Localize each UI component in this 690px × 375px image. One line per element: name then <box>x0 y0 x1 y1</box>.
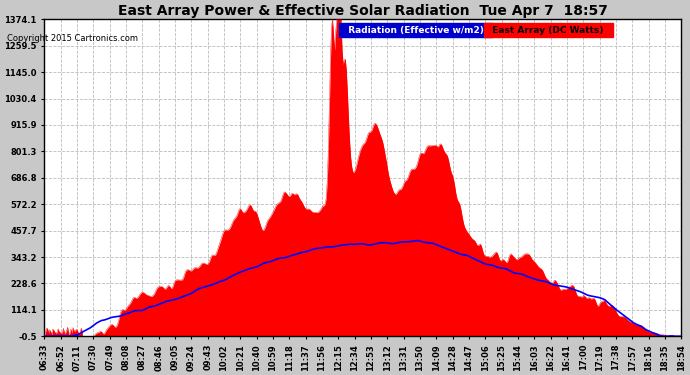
Title: East Array Power & Effective Solar Radiation  Tue Apr 7  18:57: East Array Power & Effective Solar Radia… <box>118 4 608 18</box>
Text: Copyright 2015 Cartronics.com: Copyright 2015 Cartronics.com <box>7 34 138 43</box>
Text: Radiation (Effective w/m2): Radiation (Effective w/m2) <box>342 26 490 34</box>
Text: East Array (DC Watts): East Array (DC Watts) <box>486 26 610 34</box>
